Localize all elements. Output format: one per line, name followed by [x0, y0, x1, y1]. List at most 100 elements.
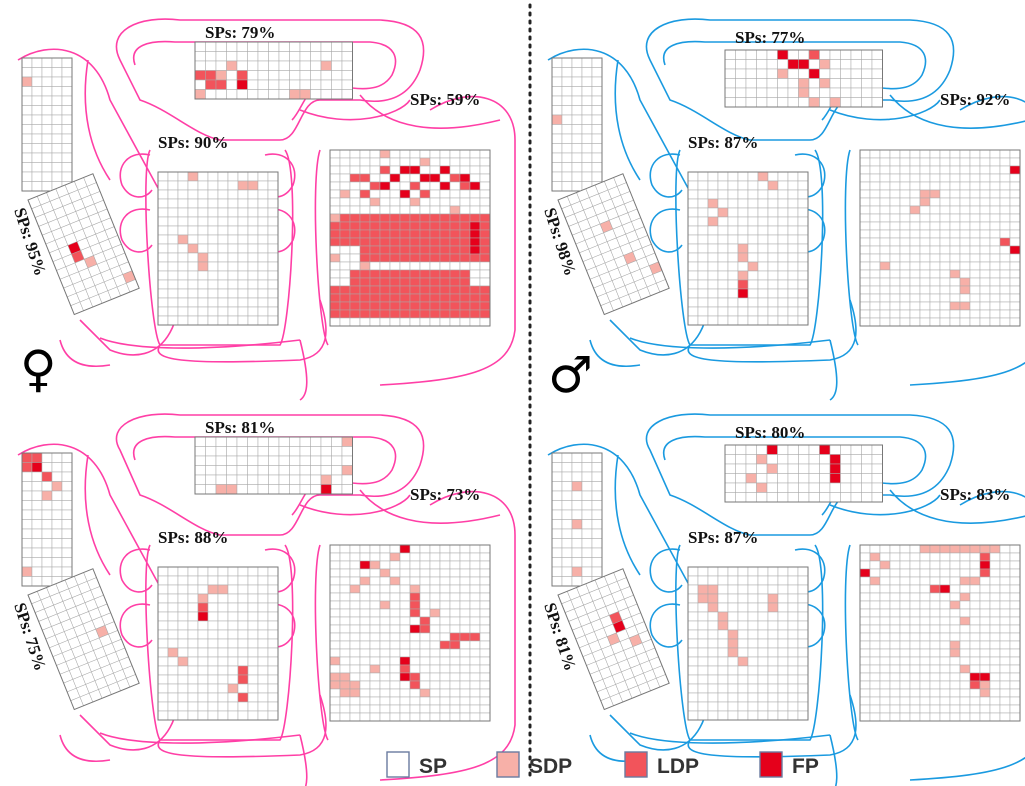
- pressure-cell-sp: [697, 225, 709, 236]
- pressure-cell-sp: [797, 584, 809, 595]
- pressure-cell-sp: [399, 696, 411, 706]
- pressure-cell-sp: [157, 665, 169, 676]
- pressure-cell-sp: [157, 216, 169, 227]
- pressure-cell-sp: [939, 205, 951, 215]
- pressure-cell-sp: [697, 279, 709, 290]
- pressure-cell-sp: [551, 566, 563, 577]
- pressure-cell-sp: [187, 656, 199, 667]
- pressure-cell-sp: [777, 611, 789, 622]
- pressure-cell-sp: [999, 584, 1011, 594]
- pressure-cell-ldp: [409, 285, 421, 295]
- pressure-cell-sp: [989, 576, 1001, 586]
- pressure-cell-fp: [829, 463, 841, 474]
- pressure-cell-sp: [581, 519, 593, 530]
- pressure-cell-sp: [889, 696, 901, 706]
- pressure-cell-sp: [267, 270, 279, 281]
- pressure-cell-sp: [767, 315, 779, 326]
- pressure-cell-sp: [871, 49, 883, 60]
- pressure-cell-sp: [21, 547, 33, 558]
- pressure-cell-sp: [329, 269, 341, 279]
- pressure-cell-ldp: [329, 229, 341, 239]
- pressure-cell-sp: [859, 165, 871, 175]
- pressure-cell-sp: [889, 317, 901, 327]
- pressure-cell-sp: [929, 576, 941, 586]
- pressure-cell-sp: [859, 157, 871, 167]
- pressure-cell-sp: [581, 124, 593, 135]
- pressure-cell-sp: [767, 656, 779, 667]
- pressure-cell-sp: [777, 584, 789, 595]
- pressure-cell-sp: [41, 528, 53, 539]
- pressure-cell-sp: [859, 576, 871, 586]
- pressure-cell-sdp: [717, 620, 729, 631]
- pressure-cell-sp: [409, 149, 421, 159]
- pressure-cell-sp: [409, 640, 421, 650]
- pressure-cell-sp: [929, 181, 941, 191]
- pressure-cell-sp: [969, 560, 981, 570]
- pressure-cell-sp: [227, 593, 239, 604]
- pressure-cell-sp: [341, 51, 353, 62]
- pressure-cell-sp: [737, 207, 749, 218]
- pressure-cell-sp: [561, 547, 573, 558]
- pressure-cell-sp: [187, 638, 199, 649]
- pressure-cell-sp: [349, 632, 361, 642]
- pressure-cell-sp: [687, 692, 699, 703]
- pressure-cell-sp: [949, 680, 961, 690]
- back-pressure-grid-frame: [329, 149, 491, 327]
- pressure-cell-sp: [571, 471, 583, 482]
- pressure-cell-sp: [949, 712, 961, 722]
- pressure-cell-sp: [859, 309, 871, 319]
- pressure-cell-ldp: [409, 301, 421, 311]
- pressure-cell-ldp: [379, 165, 391, 175]
- pressure-cell-sp: [197, 701, 209, 712]
- pressure-cell-sp: [717, 593, 729, 604]
- pressure-cell-sp: [479, 680, 491, 690]
- pressure-cell-sp: [859, 624, 871, 634]
- pressure-cell-sp: [439, 696, 451, 706]
- pressure-cell-ldp: [359, 269, 371, 279]
- pressure-cell-sp: [331, 446, 343, 457]
- pressure-cell-sp: [959, 269, 971, 279]
- pressure-cell-sp: [697, 566, 709, 577]
- pressure-cell-sp: [61, 462, 73, 473]
- pressure-cell-sp: [369, 632, 381, 642]
- pressure-cell-sp: [787, 207, 799, 218]
- pressure-cell-sp: [339, 197, 351, 207]
- pressure-cell-sp: [157, 629, 169, 640]
- pressure-cell-ldp: [399, 309, 411, 319]
- pressure-cell-sp: [869, 712, 881, 722]
- pressure-cell-sp: [157, 584, 169, 595]
- pressure-cell-sp: [339, 544, 351, 554]
- pressure-cell-sp: [237, 297, 249, 308]
- pressure-cell-sp: [187, 252, 199, 263]
- pressure-cell-sp: [959, 213, 971, 223]
- pressure-cell-sp: [341, 79, 353, 90]
- pressure-cell-sdp: [167, 647, 179, 658]
- pressure-cell-ldp: [379, 253, 391, 263]
- pressure-cell-sp: [339, 261, 351, 271]
- pressure-cell-sdp: [369, 560, 381, 570]
- pressure-cell-sp: [850, 444, 862, 455]
- pressure-cell-sp: [687, 306, 699, 317]
- pressure-cell-ldp: [359, 277, 371, 287]
- pressure-cell-sp: [61, 152, 73, 163]
- pressure-cell-sp: [479, 600, 491, 610]
- pressure-cell-sp: [919, 277, 931, 287]
- pressure-cell-ldp: [469, 301, 481, 311]
- pressure-cell-fp: [389, 173, 401, 183]
- pressure-cell-sp: [939, 173, 951, 183]
- sleeve-upper-pressure-grid-frame: [21, 57, 73, 192]
- pressure-cell-sp: [929, 149, 941, 159]
- pressure-cell-sp: [871, 68, 883, 79]
- pressure-cell-sp: [331, 436, 343, 447]
- pressure-cell-sp: [724, 49, 736, 60]
- pressure-cell-sp: [449, 165, 461, 175]
- pressure-cell-sp: [767, 611, 779, 622]
- pressure-cell-sp: [757, 252, 769, 263]
- pressure-cell-sp: [717, 252, 729, 263]
- pressure-cell-sp: [919, 261, 931, 271]
- pressure-cell-ldp: [469, 293, 481, 303]
- pressure-cell-sp: [278, 51, 290, 62]
- pressure-cell-sp: [267, 297, 279, 308]
- pressure-cell-sp: [479, 317, 491, 327]
- pressure-cell-sp: [237, 189, 249, 200]
